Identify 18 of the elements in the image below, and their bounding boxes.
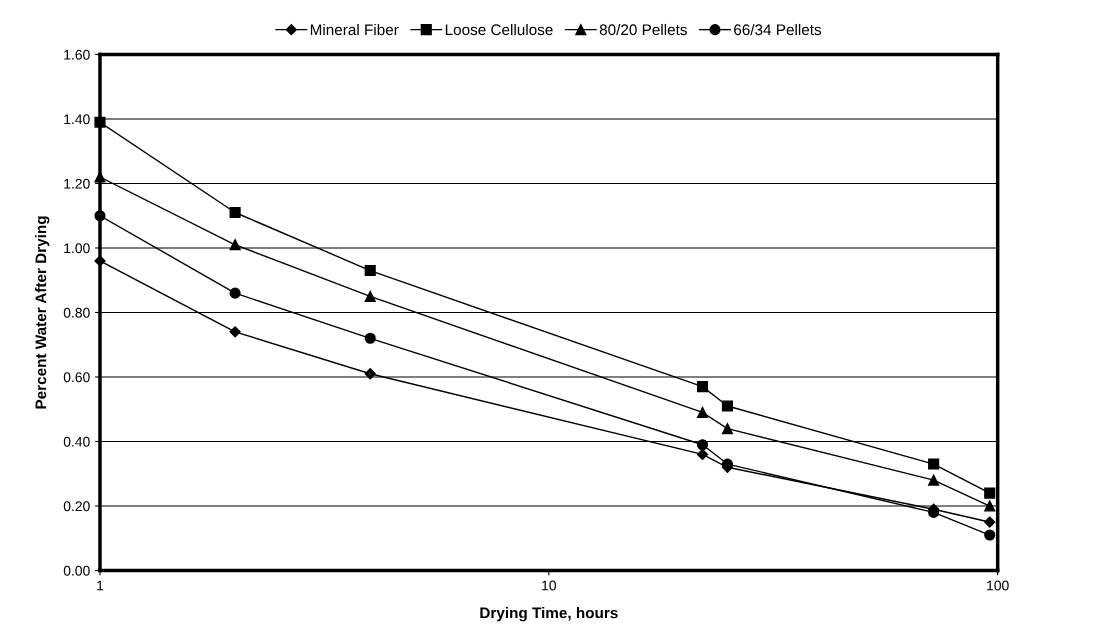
- legend-label: Loose Cellulose: [445, 23, 553, 36]
- y-tick-label: 0.60: [63, 372, 90, 383]
- y-tick-label: 1.40: [64, 114, 90, 125]
- y-tick-label: 0.20: [63, 501, 90, 512]
- legend-label: 66/34 Pellets: [734, 23, 822, 36]
- x-tick-label: 100: [987, 580, 1009, 591]
- legend-label: Mineral Fiber: [310, 23, 399, 36]
- y-tick-label: 0.80: [63, 307, 90, 318]
- y-tick-label: 1.20: [64, 178, 90, 189]
- legend-label: 80/20 Pellets: [599, 23, 687, 36]
- y-tick-label: 0.40: [63, 436, 90, 447]
- x-tick-label: 10: [542, 580, 557, 591]
- y-tick-label: 1.00: [64, 243, 90, 254]
- y-tick-label: 1.60: [64, 49, 90, 60]
- y-tick-label: 0.00: [63, 565, 90, 576]
- y-axis-title: Percent Water After Drying: [35, 216, 50, 409]
- x-axis-title: Drying Time, hours: [480, 607, 618, 622]
- x-tick-label: 1: [97, 580, 104, 591]
